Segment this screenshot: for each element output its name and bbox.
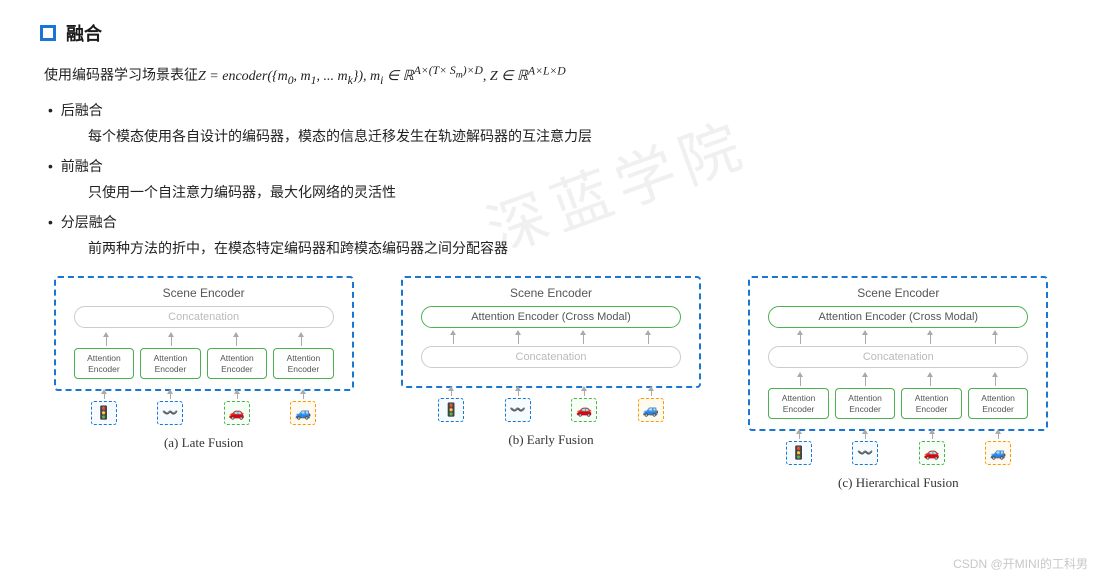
arrow-up-icon (865, 376, 866, 386)
input-icon: 🚦 (91, 401, 117, 425)
scene-encoder-label: Scene Encoder (857, 286, 939, 300)
input-icons-row: 🚦 〰️ 🚗 🚙 (421, 398, 681, 422)
input-icon: 🚙 (985, 441, 1011, 465)
arrows-row (421, 334, 681, 346)
input-icon-slot: 🚗 (207, 401, 268, 425)
arrow-up-icon (583, 334, 584, 344)
bullet-desc: 只使用一个自注意力编码器，最大化网络的灵活性 (88, 182, 1062, 202)
attention-encoder-row: AttentionEncoderAttentionEncoderAttentio… (74, 348, 334, 378)
section-title: 融合 (66, 20, 102, 46)
input-icon-slot: 〰️ (140, 401, 201, 425)
arrow-up-icon (995, 334, 996, 344)
bullet-item: 分层融合 前两种方法的折中，在模态特定编码器和跨模态编码器之间分配容器 (48, 212, 1062, 258)
bullet-item: 后融合 每个模态使用各自设计的编码器，模态的信息迁移发生在轨迹解码器的互注意力层 (48, 100, 1062, 146)
arrow-up-icon (800, 376, 801, 386)
scene-encoder-label: Scene Encoder (163, 286, 245, 300)
formula-math: Z = encoder({m0, m1, ... mk}), mi ∈ ℝA×(… (198, 69, 566, 84)
input-icon-slot: 🚗 (901, 441, 962, 465)
bullet-desc: 每个模态使用各自设计的编码器，模态的信息迁移发生在轨迹解码器的互注意力层 (88, 126, 1062, 146)
input-icon-slot: 🚙 (273, 401, 334, 425)
scene-encoder-label: Scene Encoder (510, 286, 592, 300)
input-icon: 🚗 (571, 398, 597, 422)
formula-line: 使用编码器学习场景表征Z = encoder({m0, m1, ... mk})… (44, 64, 1062, 86)
arrows-row (768, 334, 1028, 346)
input-icon: 🚗 (224, 401, 250, 425)
csdn-watermark: CSDN @开MINI的工科男 (953, 555, 1088, 572)
diagram-caption: (a) Late Fusion (164, 435, 243, 451)
diagram-caption: (b) Early Fusion (508, 432, 593, 448)
input-icon: 〰️ (505, 398, 531, 422)
attention-encoder: AttentionEncoder (273, 348, 334, 378)
input-icon-slot: 🚙 (968, 441, 1029, 465)
input-icon-slot: 🚦 (74, 401, 135, 425)
bullet-desc: 前两种方法的折中，在模态特定编码器和跨模态编码器之间分配容器 (88, 238, 1062, 258)
diagrams-row: Scene Encoder Concatenation AttentionEncod… (40, 276, 1062, 490)
attention-encoder: AttentionEncoder (968, 388, 1029, 418)
scene-encoder-box: Scene Encoder Attention Encoder (Cross Mo… (748, 276, 1048, 430)
input-icon-slot: 🚦 (421, 398, 482, 422)
cross-modal-encoder: Attention Encoder (Cross Modal) (421, 306, 681, 328)
input-icon: 🚙 (638, 398, 664, 422)
input-icon: 〰️ (852, 441, 878, 465)
arrow-up-icon (648, 334, 649, 344)
attention-encoder: AttentionEncoder (207, 348, 268, 378)
concatenation-box: Concatenation (74, 306, 334, 328)
arrow-up-icon (171, 336, 172, 346)
arrow-up-icon (518, 334, 519, 344)
scene-encoder-box: Scene Encoder Attention Encoder (Cross Mo… (401, 276, 701, 388)
square-bullet-icon (40, 25, 56, 41)
formula-prefix: 使用编码器学习场景表征 (44, 67, 198, 83)
diagram-caption: (c) Hierarchical Fusion (838, 475, 959, 491)
input-icon: 🚙 (290, 401, 316, 425)
input-icon: 🚗 (919, 441, 945, 465)
diagram-panel: Scene Encoder Attention Encoder (Cross Mo… (387, 276, 714, 490)
attention-encoder: AttentionEncoder (835, 388, 896, 418)
cross-modal-encoder: Attention Encoder (Cross Modal) (768, 306, 1028, 328)
arrow-up-icon (930, 334, 931, 344)
input-icon-slot: 〰️ (835, 441, 896, 465)
bullet-head: 后融合 (48, 100, 1062, 120)
arrow-up-icon (995, 376, 996, 386)
input-icon-slot: 🚦 (768, 441, 829, 465)
input-icon: 〰️ (157, 401, 183, 425)
attention-encoder-row: AttentionEncoderAttentionEncoderAttentio… (768, 388, 1028, 418)
arrow-up-icon (301, 336, 302, 346)
arrow-up-icon (800, 334, 801, 344)
input-icon-slot: 🚗 (554, 398, 615, 422)
arrow-up-icon (865, 334, 866, 344)
arrow-up-icon (106, 336, 107, 346)
attention-encoder: AttentionEncoder (901, 388, 962, 418)
input-icon: 🚦 (438, 398, 464, 422)
concatenation-box: Concatenation (768, 346, 1028, 368)
section-header: 融合 (40, 20, 1062, 46)
arrow-up-icon (453, 334, 454, 344)
arrow-up-icon (236, 336, 237, 346)
concatenation-box: Concatenation (421, 346, 681, 368)
attention-encoder: AttentionEncoder (140, 348, 201, 378)
arrows-row (768, 376, 1028, 388)
bullet-head: 前融合 (48, 156, 1062, 176)
diagram-panel: Scene Encoder Attention Encoder (Cross Mo… (735, 276, 1062, 490)
bullet-list: 后融合 每个模态使用各自设计的编码器，模态的信息迁移发生在轨迹解码器的互注意力层… (48, 100, 1062, 258)
input-icon-slot: 🚙 (620, 398, 681, 422)
input-icons-row: 🚦 〰️ 🚗 🚙 (768, 441, 1028, 465)
attention-encoder: AttentionEncoder (768, 388, 829, 418)
input-icon: 🚦 (786, 441, 812, 465)
bullet-item: 前融合 只使用一个自注意力编码器，最大化网络的灵活性 (48, 156, 1062, 202)
input-icon-slot: 〰️ (487, 398, 548, 422)
arrows-row (74, 336, 334, 348)
input-icons-row: 🚦 〰️ 🚗 🚙 (74, 401, 334, 425)
attention-encoder: AttentionEncoder (74, 348, 135, 378)
diagram-panel: Scene Encoder Concatenation AttentionEncod… (40, 276, 367, 490)
arrow-up-icon (930, 376, 931, 386)
bullet-head: 分层融合 (48, 212, 1062, 232)
scene-encoder-box: Scene Encoder Concatenation AttentionEncod… (54, 276, 354, 390)
